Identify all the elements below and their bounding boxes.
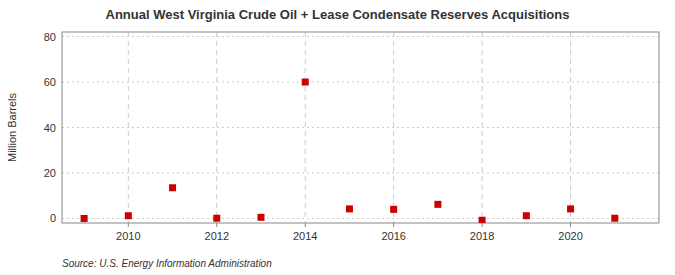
- point: [434, 201, 441, 208]
- y-axis: 0 20 40 60 80: [44, 31, 56, 225]
- x-tick: [216, 223, 217, 227]
- x-tick: [305, 223, 306, 227]
- y-axis-label: Million Barrels: [6, 92, 18, 162]
- y-grid-line: [62, 82, 659, 83]
- point: [125, 212, 132, 219]
- x-tick-label: 2020: [558, 230, 582, 242]
- point: [258, 214, 265, 221]
- x-tick: [570, 223, 571, 227]
- point: [302, 79, 309, 86]
- x-tick-label: 2012: [205, 230, 229, 242]
- plot-frame: [62, 32, 659, 223]
- markers: [81, 79, 619, 223]
- x-tick: [482, 223, 483, 227]
- x-grid-line: [570, 32, 571, 223]
- x-tick-label: 2014: [293, 230, 317, 242]
- point: [81, 215, 88, 222]
- x-grid-line: [482, 32, 483, 223]
- x-grid-line: [393, 32, 394, 223]
- x-grid-line: [305, 32, 306, 223]
- x-axis: 2010 2012 2014 2016 2018 2020: [116, 223, 583, 242]
- x-tick: [128, 223, 129, 227]
- point: [479, 217, 486, 223]
- y-grid-line: [62, 36, 659, 37]
- y-tick-label: 80: [44, 31, 56, 43]
- grid: [62, 32, 659, 223]
- chart-container: 2010 2012 2014 2016 2018 2020 0 20 40 60 80 Million…: [0, 0, 675, 275]
- point: [390, 206, 397, 213]
- x-tick-label: 2018: [470, 230, 494, 242]
- chart-svg: 2010 2012 2014 2016 2018 2020 0 20 40 60 80 Million…: [0, 0, 675, 275]
- y-tick-label: 20: [44, 167, 56, 179]
- point: [346, 205, 353, 212]
- point: [213, 215, 220, 222]
- y-grid-line: [62, 127, 659, 128]
- y-tick-label: 60: [44, 76, 56, 88]
- point: [611, 215, 618, 222]
- source-note: Source: U.S. Energy Information Administ…: [62, 258, 272, 269]
- point: [567, 205, 574, 212]
- y-grid-line: [62, 218, 659, 219]
- point: [169, 184, 176, 191]
- x-tick-label: 2010: [116, 230, 140, 242]
- y-grid-line: [62, 172, 659, 173]
- y-tick-label: 40: [44, 122, 56, 134]
- x-tick: [393, 223, 394, 227]
- point: [523, 212, 530, 219]
- x-grid-line: [128, 32, 129, 223]
- x-grid-line: [216, 32, 217, 223]
- chart-title: Annual West Virginia Crude Oil + Lease C…: [106, 7, 570, 22]
- x-tick-label: 2016: [381, 230, 405, 242]
- y-tick-label: 0: [50, 212, 56, 224]
